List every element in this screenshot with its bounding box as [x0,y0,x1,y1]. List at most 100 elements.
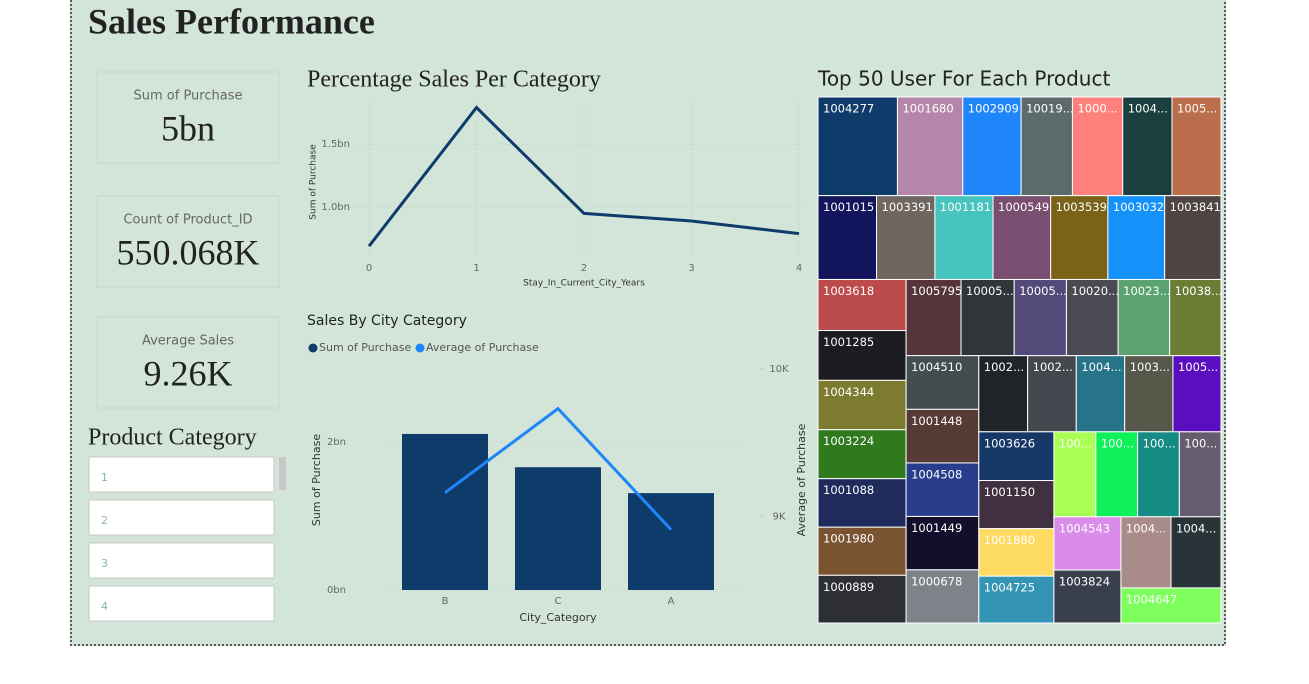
treemap-cell[interactable] [905,278,962,357]
treemap-label: 100... [1101,436,1134,450]
slicer-item[interactable] [88,585,275,622]
legend-marker [415,343,425,353]
treemap-cell[interactable] [1027,355,1077,433]
treemap-cell[interactable] [1065,278,1119,357]
treemap-cell[interactable] [1120,516,1172,589]
treemap-label: 1001150 [984,485,1035,499]
treemap-label: 1003841 [1170,200,1221,214]
y-tick-label: 1.0bn [321,202,350,213]
y-axis-label: Sum of Purchase [309,144,319,220]
treemap-cell[interactable] [817,478,907,528]
y2-tick-label: 10K [769,364,789,375]
kpi-value: 550.068K [117,232,260,272]
treemap-cell[interactable] [1137,431,1180,518]
treemap-cell[interactable] [978,575,1055,624]
treemap-label: 1001880 [984,533,1035,547]
treemap-cell[interactable] [1053,569,1122,624]
treemap-cell[interactable] [1117,278,1171,357]
legend-label: Average of Purchase [426,341,539,354]
chart-title: Percentage Sales Per Category [307,67,601,93]
treemap-cell[interactable] [1071,96,1124,197]
dashboard-title: Sales Performance [88,1,375,41]
treemap-cell[interactable] [817,379,907,431]
treemap-label: 1003626 [984,436,1035,450]
bar [628,493,714,590]
treemap-label: 1003618 [823,284,874,298]
treemap-cell[interactable] [1107,195,1166,280]
treemap-cell[interactable] [905,515,980,571]
x-tick-label: A [668,596,675,607]
bar [402,433,488,590]
legend-label: Sum of Purchase [319,341,411,354]
treemap-label: 1005795 [911,284,962,298]
slicer-item-label: 2 [101,514,108,527]
treemap-cell[interactable] [817,574,907,624]
treemap-label: 1001680 [902,102,953,116]
treemap-label: 100... [1184,436,1217,450]
kpi-label: Average Sales [142,334,234,349]
treemap-cell[interactable] [817,96,898,197]
treemap-label: 1000678 [911,574,962,588]
treemap-cell[interactable] [1172,355,1222,433]
treemap-label: 1004510 [911,360,962,374]
treemap-cell[interactable] [978,480,1055,530]
treemap-label: 10005... [966,284,1014,298]
slicer-item-label: 3 [101,557,108,570]
treemap-label: 1004... [1126,521,1166,535]
x-axis-label: City_Category [519,611,597,624]
treemap-label: 1002... [984,360,1024,374]
treemap-cell[interactable] [1164,195,1222,280]
treemap-label: 1004277 [823,102,874,116]
treemap-cell[interactable] [992,195,1052,280]
treemap-label: 1003224 [823,434,874,448]
treemap-cell[interactable] [905,569,980,624]
slicer-item[interactable] [88,456,275,493]
treemap-label: 1004344 [823,385,874,399]
treemap-cell[interactable] [817,278,907,332]
treemap-label: 1004508 [911,467,962,481]
x-tick-label: 2 [581,263,587,274]
treemap-cell[interactable] [934,195,994,280]
treemap-label: 1003824 [1059,575,1110,589]
slicer-item[interactable] [88,499,275,536]
treemap-cell[interactable] [1053,431,1097,518]
data-line [444,406,673,531]
treemap-cell[interactable] [817,330,907,381]
treemap-cell[interactable] [978,431,1055,482]
treemap-cell[interactable] [817,526,907,576]
treemap-cell[interactable] [1178,431,1222,518]
y-axis-label: Sum of Purchase [310,434,323,526]
treemap-cell[interactable] [1171,96,1222,197]
treemap-cell[interactable] [1013,278,1067,357]
legend-marker [308,343,318,353]
chart-title: Top 50 User For Each Product [817,67,1110,91]
treemap-cell[interactable] [1120,587,1222,624]
treemap-cell[interactable] [978,355,1029,433]
y-tick-label: 2bn [327,437,346,448]
treemap-label: 1004... [1128,102,1168,116]
kpi-card [96,316,280,409]
slicer-item-label: 1 [101,471,108,484]
treemap-label: 1003... [1130,360,1170,374]
kpi-value: 5bn [161,108,215,148]
data-line [367,105,800,248]
treemap-label: 1001980 [823,532,874,546]
treemap-cell[interactable] [1053,516,1122,571]
slicer-scrollbar[interactable] [279,457,286,490]
slicer-item[interactable] [88,542,275,579]
treemap-cell[interactable] [1122,96,1173,197]
treemap-label: 1003032 [1113,200,1164,214]
y-tick-label: 0bn [327,585,346,596]
treemap-cell[interactable] [905,355,980,410]
treemap-label: 100... [1143,436,1176,450]
treemap-label: 10019... [1026,102,1074,116]
slicer-title: Product Category [88,425,257,451]
slicer-item-label: 4 [101,600,108,613]
kpi-card [96,71,280,164]
treemap-label: 100... [1059,436,1092,450]
treemap-label: 1003391 [882,200,933,214]
treemap-cell[interactable] [817,429,907,480]
treemap-cell[interactable] [1095,431,1139,518]
x-axis-label: Stay_In_Current_City_Years [523,279,645,289]
